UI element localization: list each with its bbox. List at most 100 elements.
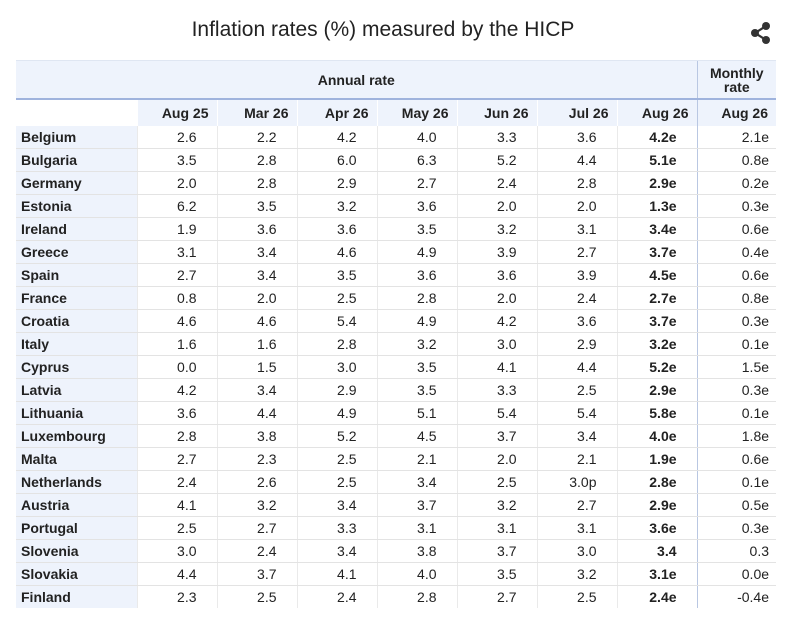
annual-rate-cell: 1.6 bbox=[216, 332, 297, 356]
table-row: Lithuania 3.6 4.4 4.9 5.1 5.4 5.4 5.8e 0.1e bbox=[16, 401, 777, 425]
country-name: Greece bbox=[16, 240, 137, 264]
annual-rate-cell: 3.2 bbox=[536, 562, 617, 586]
monthly-rate-cell: 0.3 bbox=[696, 539, 777, 563]
annual-rate-cell: 1.5 bbox=[216, 355, 297, 379]
annual-rate-cell: 2.0 bbox=[136, 171, 217, 195]
annual-rate-cell: 2.9e bbox=[616, 171, 698, 195]
table-title: Inflation rates (%) measured by the HICP bbox=[191, 18, 575, 41]
annual-rate-cell: 3.6 bbox=[456, 263, 537, 287]
country-name: Austria bbox=[16, 493, 137, 517]
annual-rate-cell: 3.7 bbox=[216, 562, 297, 586]
annual-rate-cell: 3.8 bbox=[376, 539, 457, 563]
annual-rate-cell: 2.7 bbox=[216, 516, 297, 540]
country-name: Belgium bbox=[16, 126, 137, 149]
annual-rate-cell: 2.4 bbox=[456, 171, 537, 195]
annual-rate-cell: 3.2 bbox=[216, 493, 297, 517]
table-row: Slovakia 4.4 3.7 4.1 4.0 3.5 3.2 3.1e 0.0e bbox=[16, 562, 777, 586]
share-icon[interactable] bbox=[748, 20, 774, 46]
period-header: Jul 26 bbox=[536, 98, 617, 126]
annual-rate-cell: 4.9 bbox=[296, 401, 377, 425]
annual-rate-cell: 3.6 bbox=[376, 263, 457, 287]
annual-rate-cell: 2.6 bbox=[216, 470, 297, 494]
annual-rate-cell: 3.0 bbox=[296, 355, 377, 379]
annual-rate-cell: 3.8 bbox=[216, 424, 297, 448]
annual-rate-cell: 2.5 bbox=[296, 470, 377, 494]
annual-rate-cell: 3.6 bbox=[376, 194, 457, 218]
table-row: Estonia 6.2 3.5 3.2 3.6 2.0 2.0 1.3e 0.3e bbox=[16, 194, 777, 218]
annual-rate-cell: 4.6 bbox=[136, 309, 217, 333]
annual-rate-cell: 2.7 bbox=[136, 447, 217, 471]
country-name: Estonia bbox=[16, 194, 137, 218]
annual-rate-cell: 2.8 bbox=[136, 424, 217, 448]
table-row: Croatia 4.6 4.6 5.4 4.9 4.2 3.6 3.7e 0.3e bbox=[16, 309, 777, 333]
annual-rate-cell: 2.2 bbox=[216, 126, 297, 149]
annual-rate-cell: 2.5 bbox=[536, 378, 617, 402]
annual-rate-cell: 2.8 bbox=[536, 171, 617, 195]
annual-rate-cell: 3.3 bbox=[456, 126, 537, 149]
annual-rate-cell: 4.5 bbox=[376, 424, 457, 448]
annual-rate-cell: 2.3 bbox=[216, 447, 297, 471]
period-header-row: Aug 25 Mar 26 Apr 26 May 26 Jun 26 Jul 2… bbox=[16, 98, 777, 126]
annual-rate-cell: 4.6 bbox=[296, 240, 377, 264]
annual-rate-cell: 5.2 bbox=[456, 148, 537, 172]
annual-rate-cell: 2.9e bbox=[616, 378, 698, 402]
country-name: Italy bbox=[16, 332, 137, 356]
annual-rate-cell: 1.3e bbox=[616, 194, 698, 218]
annual-rate-cell: 6.3 bbox=[376, 148, 457, 172]
annual-rate-cell: 3.7e bbox=[616, 309, 698, 333]
annual-rate-cell: 3.4 bbox=[376, 470, 457, 494]
annual-rate-cell: 2.7e bbox=[616, 286, 698, 310]
country-column-header bbox=[16, 98, 137, 126]
annual-rate-cell: 2.0 bbox=[456, 447, 537, 471]
country-name: Latvia bbox=[16, 378, 137, 402]
annual-rate-cell: 4.5e bbox=[616, 263, 698, 287]
table-row: Malta 2.7 2.3 2.5 2.1 2.0 2.1 1.9e 0.6e bbox=[16, 447, 777, 471]
annual-rate-cell: 3.1 bbox=[376, 516, 457, 540]
annual-rate-cell: 2.7 bbox=[456, 585, 537, 608]
annual-rate-cell: 3.2 bbox=[376, 332, 457, 356]
annual-rate-cell: 5.1e bbox=[616, 148, 698, 172]
annual-rate-cell: 4.2 bbox=[296, 126, 377, 149]
annual-rate-cell: 0.0 bbox=[136, 355, 217, 379]
annual-rate-cell: 3.9 bbox=[456, 240, 537, 264]
monthly-rate-cell: 0.1e bbox=[696, 332, 777, 356]
table-body: Belgium 2.6 2.2 4.2 4.0 3.3 3.6 4.2e 2.1e Bulgari… bbox=[16, 126, 777, 608]
table-row: Netherlands 2.4 2.6 2.5 3.4 2.5 3.0p 2.8e 0.1e bbox=[16, 470, 777, 494]
period-header: Aug 25 bbox=[136, 98, 217, 126]
annual-rate-cell: 2.4 bbox=[536, 286, 617, 310]
table-row: France 0.8 2.0 2.5 2.8 2.0 2.4 2.7e 0.8e bbox=[16, 286, 777, 310]
monthly-rate-cell: 0.6e bbox=[696, 217, 777, 241]
table-row: Belgium 2.6 2.2 4.2 4.0 3.3 3.6 4.2e 2.1e bbox=[16, 126, 777, 149]
monthly-rate-cell: 0.1e bbox=[696, 470, 777, 494]
annual-rate-cell: 3.6 bbox=[536, 126, 617, 149]
country-name: Croatia bbox=[16, 309, 137, 333]
period-header: Jun 26 bbox=[456, 98, 537, 126]
annual-rate-cell: 3.7 bbox=[456, 424, 537, 448]
country-name: Luxembourg bbox=[16, 424, 137, 448]
annual-rate-cell: 3.5 bbox=[456, 562, 537, 586]
annual-rate-cell: 2.4 bbox=[136, 470, 217, 494]
annual-rate-cell: 2.1 bbox=[536, 447, 617, 471]
annual-rate-cell: 3.4 bbox=[216, 263, 297, 287]
annual-rate-cell: 3.3 bbox=[296, 516, 377, 540]
annual-rate-cell: 4.1 bbox=[136, 493, 217, 517]
monthly-header-line2: rate bbox=[723, 78, 750, 95]
period-header: Aug 26 bbox=[616, 98, 698, 126]
monthly-rate-cell: 0.8e bbox=[696, 148, 777, 172]
annual-rate-cell: 3.6 bbox=[216, 217, 297, 241]
annual-rate-cell: 3.1 bbox=[136, 240, 217, 264]
annual-rate-cell: 3.7e bbox=[616, 240, 698, 264]
annual-rate-cell: 3.5 bbox=[136, 148, 217, 172]
annual-rate-cell: 3.7 bbox=[456, 539, 537, 563]
annual-rate-cell: 3.1 bbox=[536, 516, 617, 540]
annual-rate-cell: 3.1e bbox=[616, 562, 698, 586]
table-row: Spain 2.7 3.4 3.5 3.6 3.6 3.9 4.5e 0.6e bbox=[16, 263, 777, 287]
annual-rate-cell: 1.9 bbox=[136, 217, 217, 241]
annual-rate-cell: 2.5 bbox=[136, 516, 217, 540]
annual-rate-cell: 3.0 bbox=[536, 539, 617, 563]
annual-rate-cell: 2.7 bbox=[376, 171, 457, 195]
annual-rate-cell: 5.8e bbox=[616, 401, 698, 425]
annual-rate-cell: 3.6 bbox=[296, 217, 377, 241]
monthly-rate-cell: 0.3e bbox=[696, 309, 777, 333]
annual-rate-cell: 1.6 bbox=[136, 332, 217, 356]
